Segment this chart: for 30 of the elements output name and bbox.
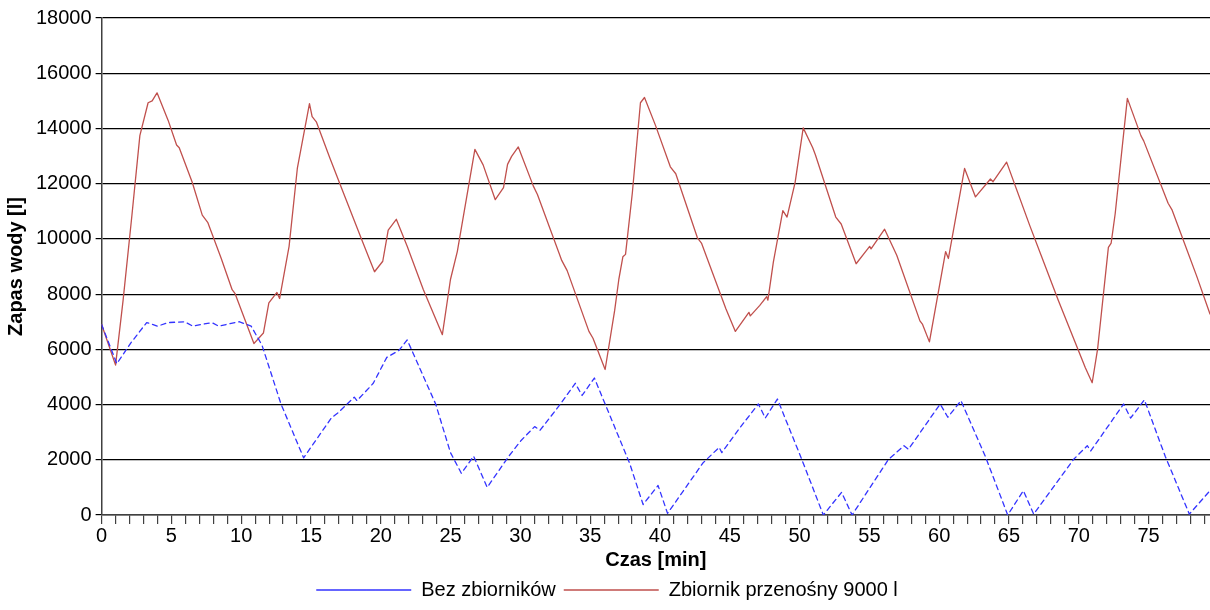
x-tick-label: 50 [788, 523, 811, 546]
x-tick-label: 35 [579, 523, 602, 546]
x-tick-label: 0 [96, 523, 108, 546]
x-tick-label: 40 [648, 523, 672, 546]
y-tick-label: 10000 [35, 226, 92, 249]
legend-label: Zbiornik przenośny 9000 l [668, 577, 898, 600]
x-tick-label: 75 [1137, 523, 1160, 546]
x-tick-label: 20 [369, 523, 392, 546]
x-tick-label: 65 [997, 523, 1021, 546]
x-tick-label: 25 [439, 523, 462, 546]
x-tick-label: 45 [718, 523, 741, 546]
x-tick-label: 30 [509, 523, 532, 546]
y-tick-label: 12000 [35, 171, 92, 194]
legend-label: Bez zbiorników [421, 577, 557, 600]
x-tick-label: 15 [299, 523, 323, 546]
x-tick-label: 70 [1067, 523, 1090, 546]
y-tick-label: 4000 [47, 392, 92, 415]
x-tick-label: 5 [165, 523, 177, 546]
x-tick-label: 10 [230, 523, 253, 546]
x-axis-title: Czas [min] [605, 547, 707, 570]
y-tick-label: 6000 [47, 336, 92, 359]
y-tick-label: 8000 [47, 281, 92, 304]
x-tick-label: 60 [928, 523, 951, 546]
x-tick-label: 55 [858, 523, 881, 546]
y-tick-label: 14000 [35, 115, 92, 138]
y-tick-label: 2000 [47, 447, 92, 470]
y-axis-title: Zapas wody [l] [3, 197, 26, 336]
y-tick-label: 18000 [35, 5, 92, 28]
y-tick-label: 16000 [35, 60, 92, 83]
y-tick-label: 0 [80, 502, 92, 525]
